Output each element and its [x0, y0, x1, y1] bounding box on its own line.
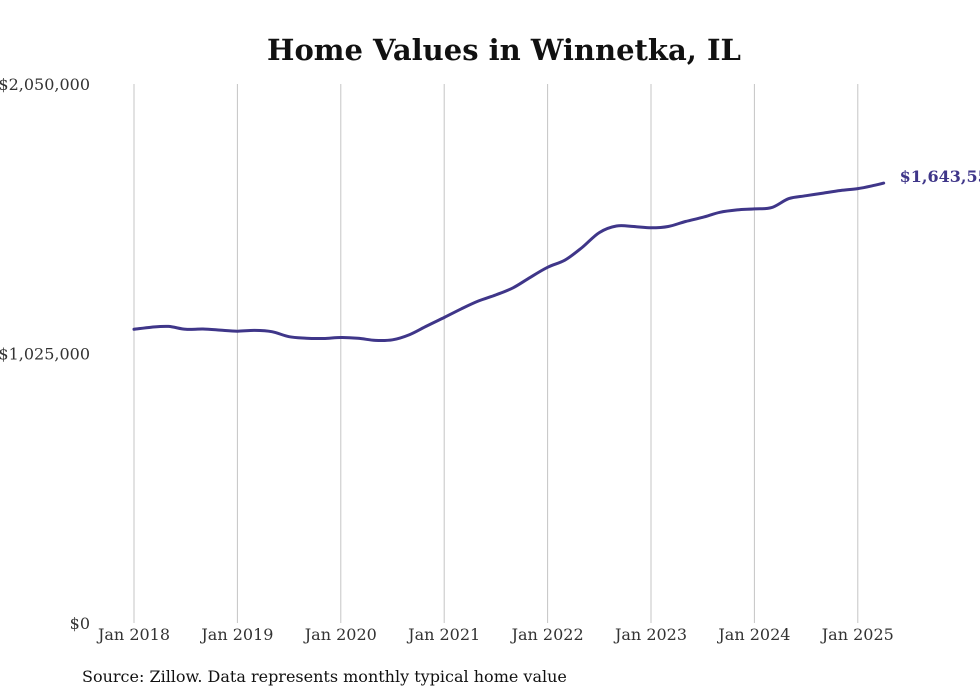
- y-tick-label: $0: [70, 614, 90, 633]
- x-tick-label: Jan 2024: [716, 625, 790, 644]
- x-tick-label: Jan 2020: [303, 625, 377, 644]
- grid-layer: [133, 84, 859, 623]
- x-axis: Jan 2018 Jan 2019 Jan 2020 Jan 2021 Jan 2022…: [96, 625, 894, 644]
- series-layer: $1,643,550: [132, 167, 980, 343]
- end-value-label: $1,643,550: [900, 167, 980, 186]
- source-note: Source: Zillow. Data represents monthly …: [82, 667, 567, 686]
- y-axis: $0 $1,025,000 $2,050,000: [0, 75, 90, 633]
- series-line: [132, 181, 886, 343]
- x-tick-label: Jan 2022: [510, 625, 584, 644]
- x-tick-label: Jan 2023: [613, 625, 687, 644]
- x-tick-label: Jan 2018: [96, 625, 170, 644]
- x-tick-label: Jan 2019: [199, 625, 273, 644]
- y-tick-label: $2,050,000: [0, 75, 90, 94]
- x-tick-label: Jan 2025: [820, 625, 894, 644]
- x-tick-label: Jan 2021: [406, 625, 480, 644]
- y-tick-label: $1,025,000: [0, 345, 90, 364]
- chart-title: Home Values in Winnetka, IL: [267, 33, 741, 67]
